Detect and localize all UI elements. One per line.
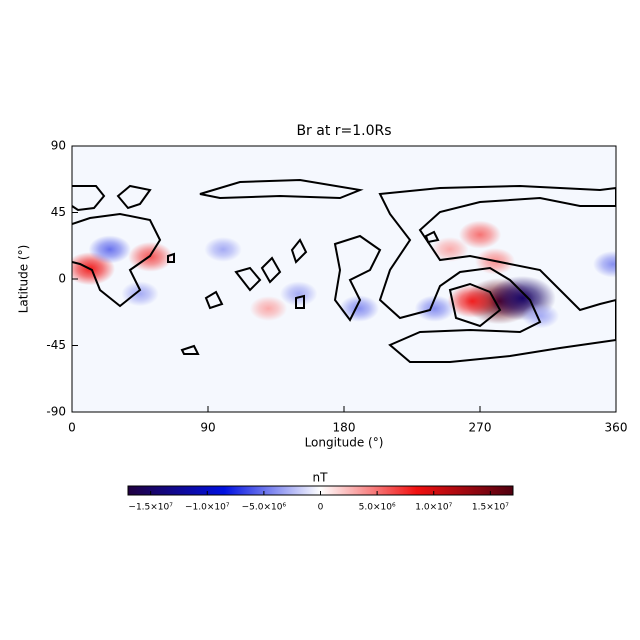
x-tick-label: 360 xyxy=(605,421,628,435)
x-tick-label: 270 xyxy=(469,421,492,435)
x-tick-label: 180 xyxy=(333,421,356,435)
field-spot xyxy=(593,250,616,278)
colorbar-tick-label: 5.0×10⁶ xyxy=(359,503,396,513)
field-spot xyxy=(458,220,502,249)
chart-title: Br at r=1.0Rs xyxy=(296,123,391,139)
field-spot xyxy=(204,236,242,262)
y-tick-label: 45 xyxy=(51,205,66,219)
field-spot xyxy=(88,235,131,264)
colorbar-tick-label: 0 xyxy=(318,503,324,513)
colorbar-tick-label: 1.5×10⁷ xyxy=(472,503,509,513)
field-spot xyxy=(339,295,380,322)
field-spot xyxy=(521,303,560,329)
colorbar-tick-label: −1.5×10⁷ xyxy=(128,503,173,513)
colorbar-tick-label: −1.0×10⁷ xyxy=(185,503,230,513)
field-spot xyxy=(447,284,498,318)
y-tick-label: 90 xyxy=(51,139,66,153)
field-spot xyxy=(249,296,288,322)
colorbar-label: nT xyxy=(313,471,329,485)
contours xyxy=(72,178,616,363)
y-tick-label: -45 xyxy=(46,338,66,352)
y-tick-label: -90 xyxy=(46,405,66,419)
field-spot xyxy=(279,281,318,307)
colorbar-tick-label: −5.0×10⁶ xyxy=(242,503,287,513)
x-tick-label: 90 xyxy=(200,421,215,435)
y-axis-label: Latitude (°) xyxy=(17,245,31,314)
colorbar-tick-label: 1.0×10⁷ xyxy=(415,503,452,513)
y-tick-label: 0 xyxy=(58,272,66,286)
x-axis-label: Longitude (°) xyxy=(305,436,384,450)
field-spot xyxy=(431,236,469,262)
field-spot xyxy=(121,281,159,307)
x-tick-label: 0 xyxy=(68,421,76,435)
field-spot xyxy=(414,295,455,322)
